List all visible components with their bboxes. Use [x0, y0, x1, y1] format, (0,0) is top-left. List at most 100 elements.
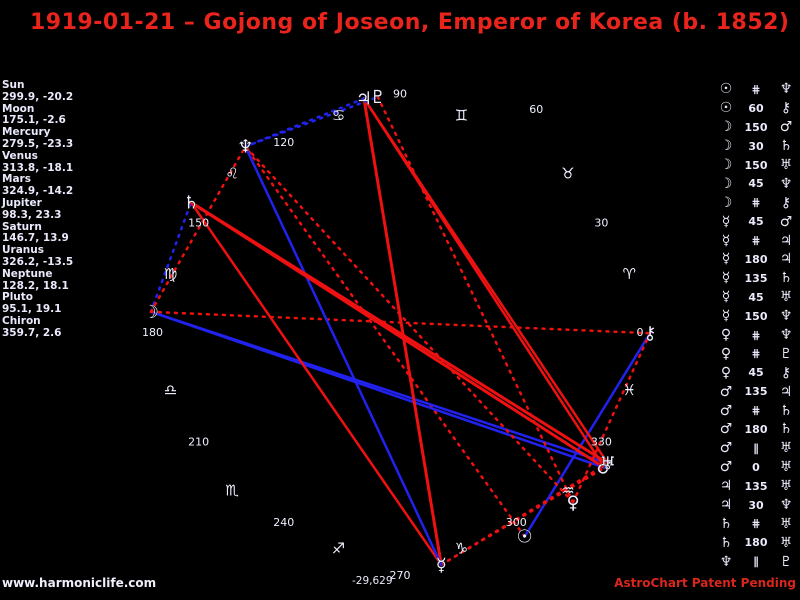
aspect-row: ☿ 45 ♂ [714, 212, 798, 231]
degree-tick-90: 90 [393, 88, 407, 101]
uranus-glyph-icon: ♅ [779, 534, 793, 551]
aspect-type: ⋕ [751, 82, 761, 96]
sign-leo-icon: ♌ [225, 164, 238, 182]
planet-entry-jupiter: Jupiter 98.3, 23.3 [2, 196, 112, 222]
degree-tick-240: 240 [273, 516, 294, 529]
planet-coordinates: 146.7, 13.9 [2, 232, 69, 245]
aspect-row: ♂ 180 ♄ [714, 420, 798, 439]
aspect-type: 30 [748, 139, 764, 153]
planet-coordinates: 359.7, 2.6 [2, 326, 62, 339]
aspect-row: ☿ 180 ♃ [714, 250, 798, 269]
mars-glyph-icon: ♂ [779, 119, 793, 136]
planet-name: Sun [2, 79, 25, 91]
degree-tick-60: 60 [529, 103, 543, 116]
aspect-line-venus-contra-neptune [244, 145, 575, 504]
sign-pisces-icon: ♓ [623, 381, 636, 399]
aspect-row: ☉ ⋕ ♆ [714, 80, 798, 99]
planet-entry-venus: Venus 313.8, -18.1 [2, 150, 112, 175]
aspect-type: 135 [744, 385, 768, 399]
moon-glyph-icon: ☽ [719, 119, 733, 136]
bottom-axis-value: -29,629 [352, 575, 393, 587]
planet-venus-icon: ♀ [566, 492, 579, 513]
aspect-type: 45 [748, 290, 764, 304]
aspect-row: ☿ 135 ♄ [714, 269, 798, 288]
sign-virgo-icon: ♍ [164, 265, 177, 283]
aspect-line-mercury-135-saturn [189, 201, 443, 567]
degree-tick-330: 330 [591, 436, 612, 449]
planet-name: Mars [2, 173, 31, 186]
planet-name: Jupiter [2, 196, 42, 209]
aspect-line-jupiter-30-neptune [244, 97, 366, 148]
neptune-glyph-icon: ♆ [779, 175, 793, 192]
aspect-line-moon-150-uranus [149, 310, 609, 465]
sign-aquarius-icon: ♒ [561, 482, 574, 500]
planet-entry-chiron: Chiron 359.7, 2.6 [2, 315, 112, 340]
saturn-glyph-icon: ♄ [779, 402, 793, 419]
degree-tick-120: 120 [273, 136, 294, 149]
planet-entry-saturn: Saturn 146.7, 13.9 [2, 221, 112, 246]
uranus-glyph-icon: ♅ [779, 440, 793, 457]
aspect-row: ♀ ⋕ ♇ [714, 344, 798, 363]
saturn-glyph-icon: ♄ [719, 534, 733, 551]
chiron-glyph-icon: ⚷ [780, 194, 792, 211]
mars-glyph-icon: ♂ [719, 402, 733, 419]
planet-position-panel: Sun 299.9, -20.2 Moon 175.1, -2.6 Mercury 279… [2, 79, 112, 340]
planet-coordinates: 95.1, 19.1 [2, 303, 62, 316]
neptune-glyph-icon: ♆ [779, 327, 793, 344]
aspect-line-venus-contra-pluto [376, 95, 575, 504]
planet-coordinates: 98.3, 23.3 [2, 208, 62, 221]
sign-aries-icon: ♈ [623, 265, 636, 283]
mars-glyph-icon: ♂ [719, 421, 733, 438]
planet-coordinates: 279.5, -23.3 [2, 137, 74, 150]
degree-tick-150: 150 [188, 216, 209, 229]
aspect-type: 60 [748, 101, 764, 115]
jupiter-glyph-icon: ♃ [719, 497, 733, 514]
aspect-type: ⋕ [751, 347, 761, 361]
aspect-type: ⋕ [751, 328, 761, 342]
aspect-row: ☿ ⋕ ♃ [714, 231, 798, 250]
pluto-glyph-icon: ♇ [779, 345, 793, 362]
aspect-row: ♂ ∥ ♅ [714, 439, 798, 458]
neptune-glyph-icon: ♆ [779, 497, 793, 514]
mercury-glyph-icon: ☿ [721, 251, 731, 268]
planet-jupiter-icon: ♃ [356, 88, 372, 109]
uranus-glyph-icon: ♅ [779, 478, 793, 495]
planet-pluto-icon: ♇ [370, 87, 386, 108]
venus-glyph-icon: ♀ [720, 327, 732, 344]
aspect-type: 150 [744, 309, 768, 323]
mercury-glyph-icon: ☿ [721, 308, 731, 325]
saturn-glyph-icon: ♄ [779, 270, 793, 287]
aspect-row: ♂ 0 ♅ [714, 458, 798, 477]
degree-tick-180: 180 [142, 326, 163, 339]
planet-sun-icon: ☉ [517, 527, 533, 548]
sun-glyph-icon: ☉ [719, 81, 733, 98]
aspect-line-mercury-150-neptune [244, 145, 443, 567]
moon-glyph-icon: ☽ [719, 138, 733, 155]
planet-coordinates: 324.9, -14.2 [2, 185, 74, 198]
venus-glyph-icon: ♀ [720, 364, 732, 381]
mars-glyph-icon: ♂ [719, 440, 733, 457]
saturn-glyph-icon: ♄ [779, 138, 793, 155]
aspect-panel: ☉ ⋕ ♆ ☉ 60 ⚷ ☽ 150 ♂ ☽ 30 ♄ ☽ 150 ♅ ☽ 45 ♆ ☽ ⋕ ⚷ ☿ 45 ♂ ☿ ⋕ ♃ ☿ 180 ♃… [714, 80, 798, 571]
aspect-line-jupiter-135-uranus [362, 97, 609, 465]
aspect-line-venus-45-chiron [571, 331, 652, 504]
aspect-type: ∥ [753, 441, 759, 455]
saturn-glyph-icon: ♄ [719, 515, 733, 532]
planet-mars-icon: ♂ [596, 458, 612, 479]
mercury-glyph-icon: ☿ [721, 232, 731, 249]
uranus-glyph-icon: ♅ [779, 515, 793, 532]
aspect-type: 0 [752, 460, 760, 474]
planet-name: Mercury [2, 126, 51, 139]
aspect-row: ☿ 45 ♅ [714, 288, 798, 307]
chiron-glyph-icon: ⚷ [780, 364, 792, 381]
uranus-glyph-icon: ♅ [779, 157, 793, 173]
planet-neptune-icon: ♆ [237, 137, 253, 158]
website-link[interactable]: www.harmoniclife.com [2, 576, 157, 590]
aspect-row: ♀ ⋕ ♆ [714, 326, 798, 345]
planet-saturn-icon: ♄ [183, 192, 199, 213]
mars-glyph-icon: ♂ [719, 383, 733, 400]
sign-capricorn-icon: ♑ [455, 540, 468, 558]
page-title: 1919-01-21 – Gojong of Joseon, Emperor o… [30, 10, 790, 35]
